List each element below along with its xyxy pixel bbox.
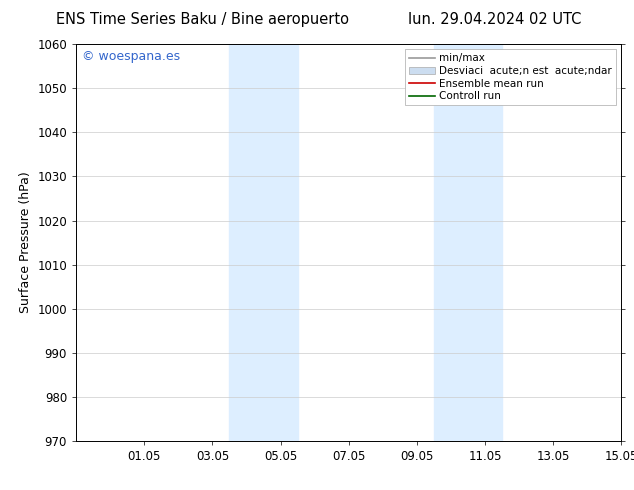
Bar (230, 44, 297, 441)
Bar (434, 44, 502, 441)
Text: © woespana.es: © woespana.es (82, 50, 179, 63)
Legend: min/max, Desviaci  acute;n est  acute;ndar, Ensemble mean run, Controll run: min/max, Desviaci acute;n est acute;ndar… (405, 49, 616, 105)
Text: lun. 29.04.2024 02 UTC: lun. 29.04.2024 02 UTC (408, 12, 581, 27)
Text: ENS Time Series Baku / Bine aeropuerto: ENS Time Series Baku / Bine aeropuerto (56, 12, 349, 27)
Y-axis label: Surface Pressure (hPa): Surface Pressure (hPa) (19, 172, 32, 314)
